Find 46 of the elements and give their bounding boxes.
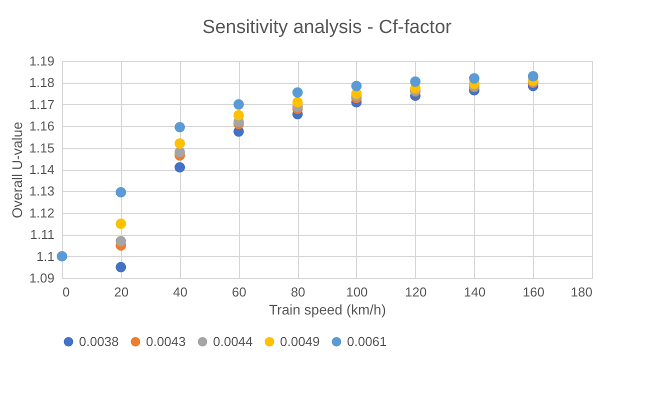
point [233, 110, 244, 120]
y-tick-label: 1.14 [29, 162, 54, 177]
point [116, 262, 126, 272]
point [56, 251, 68, 262]
y-tick-label: 1.15 [29, 140, 54, 156]
y-tick-label: 1.17 [29, 96, 54, 112]
y-tick-label: 1.19 [29, 54, 54, 68]
point [468, 73, 480, 84]
x-tick-label: 40 [173, 284, 188, 300]
y-tick-label: 1.13 [29, 184, 54, 199]
x-tick-label: 80 [290, 284, 306, 300]
x-tick-label: 20 [114, 284, 129, 300]
legend-label: 0.0038 [79, 334, 119, 349]
point [351, 80, 362, 92]
point [292, 87, 303, 98]
x-tick-label: 140 [464, 284, 486, 300]
y-tick-label: 1.09 [29, 270, 54, 286]
y-tick-label: 1.11 [30, 227, 54, 242]
y-tick-label: 1.1 [36, 248, 54, 264]
y-tick-label: 1.12 [29, 205, 54, 220]
point [116, 187, 126, 198]
point [116, 218, 126, 229]
x-axis-title: Train speed (km/h) [269, 302, 386, 318]
point [528, 70, 538, 82]
chart-title: Sensitivity analysis - Cf-factor [202, 17, 452, 38]
point [410, 76, 421, 87]
legend-label: 0.0061 [347, 334, 387, 349]
legend-label: 0.0044 [213, 334, 253, 349]
point [174, 138, 186, 149]
legend-label: 0.0043 [146, 334, 186, 349]
point [233, 99, 244, 110]
point [292, 96, 303, 108]
x-tick-label: 60 [232, 284, 246, 300]
x-tick-label: 180 [570, 284, 592, 300]
point [116, 236, 126, 246]
y-tick-label: 1.16 [29, 118, 54, 134]
y-axis-title: Overall U-value [9, 122, 26, 218]
x-tick-label: 0 [62, 284, 70, 300]
x-tick-label: 100 [346, 284, 368, 300]
point [174, 122, 186, 132]
x-tick-label: 160 [522, 284, 544, 300]
x-tick-label: 120 [404, 284, 427, 300]
point [174, 162, 186, 173]
y-tick-label: 1.18 [29, 75, 54, 90]
legend-label: 0.0049 [280, 334, 320, 349]
point [174, 146, 186, 158]
